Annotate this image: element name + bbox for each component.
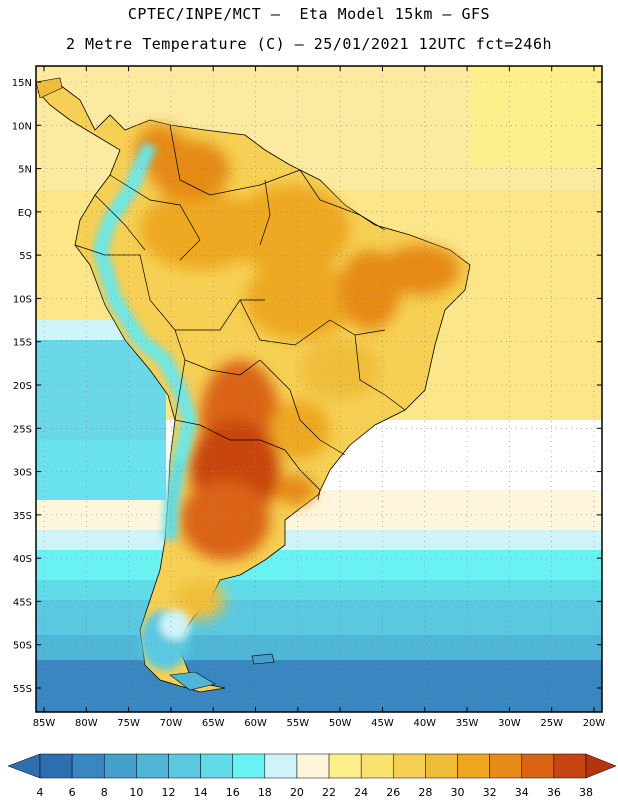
lon-label: 85W: [33, 718, 56, 729]
lat-label: 35S: [13, 511, 32, 522]
lat-label: 50S: [13, 641, 32, 652]
lat-label: 5N: [18, 165, 32, 176]
lat-label: 40S: [13, 554, 32, 565]
axis-ticks: [36, 66, 602, 712]
lat-label: EQ: [18, 208, 32, 219]
colorbar-swatch: [296, 753, 330, 779]
colorbar-tick-label: 36: [547, 786, 561, 799]
map-frame: [35, 65, 603, 713]
colorbar-swatch: [553, 753, 587, 779]
colorbar-swatch: [264, 753, 298, 779]
colorbar-swatch: [232, 753, 266, 779]
longitude-labels: 85W 80W 75W 70W 65W 60W 55W 50W 45W 40W 35W 30W 25W 2…: [33, 718, 606, 729]
colorbar-tick-label: 6: [69, 786, 76, 799]
colorbar-min-arrow: [7, 753, 41, 779]
map-title-line-1: CPTEC/INPE/MCT – Eta Model 15km – GFS: [127, 5, 491, 23]
lat-label: 15N: [12, 78, 32, 89]
latitude-labels: 15N 10N 5N EQ 5S 10S 15S 20S 25S 30S 35S 40S 45S 50S 5…: [12, 78, 32, 695]
colorbar-tick-label: 30: [451, 786, 465, 799]
lon-label: 80W: [75, 718, 98, 729]
lon-label: 60W: [244, 718, 267, 729]
lon-label: 25W: [540, 718, 563, 729]
colorbar-tick-label: 24: [354, 786, 368, 799]
colorbar-tick-label: 4: [37, 786, 44, 799]
lat-label: 20S: [13, 381, 32, 392]
colorbar-tick-label: 16: [226, 786, 240, 799]
colorbar-swatch: [521, 753, 555, 779]
colorbar-swatch: [71, 753, 105, 779]
colorbar-swatch: [328, 753, 362, 779]
lat-label: 10S: [13, 294, 32, 305]
lat-label: 5S: [19, 251, 32, 262]
lon-label: 70W: [160, 718, 183, 729]
colorbar-tick-label: 28: [418, 786, 432, 799]
colorbar-tick-label: 32: [483, 786, 497, 799]
colorbar-swatch: [360, 753, 394, 779]
map-field: [36, 66, 602, 712]
map-title-line-2: 2 Metre Temperature (C) – 25/01/2021 12U…: [65, 35, 553, 53]
colorbar-tick-label: 8: [101, 786, 108, 799]
colorbar-swatch: [39, 753, 73, 779]
colorbar-swatch: [136, 753, 169, 779]
colorbar-tick-label: 12: [161, 786, 175, 799]
lat-label: 30S: [13, 468, 32, 479]
colorbar-tick-label: 38: [579, 786, 593, 799]
colorbar-swatch: [489, 753, 523, 779]
colorbar-tick-label: 22: [322, 786, 336, 799]
colorbar-swatch: [393, 753, 426, 779]
colorbar-tick-label: 18: [258, 786, 272, 799]
country-borders: [74, 124, 406, 501]
lon-label: 65W: [202, 718, 225, 729]
colorbar-swatch: [200, 753, 233, 779]
lat-label: 10N: [12, 121, 32, 132]
colorbar-tick-label: 34: [515, 786, 529, 799]
lon-label: 50W: [329, 718, 352, 729]
temperature-shading: [135, 125, 460, 620]
colorbar-tick-label: 14: [194, 786, 208, 799]
lat-label: 15S: [13, 338, 32, 349]
colorbar-swatch: [457, 753, 490, 779]
lat-label: 25S: [13, 424, 32, 435]
lon-label: 75W: [117, 718, 140, 729]
colorbar-swatch: [168, 753, 201, 779]
lon-label: 35W: [456, 718, 479, 729]
colorbar-tick-label: 26: [386, 786, 400, 799]
colorbar-max-arrow: [585, 753, 617, 779]
lon-label: 30W: [498, 718, 521, 729]
colorbar-swatch: [425, 753, 458, 779]
andes-cold-ridge: [92, 142, 198, 670]
colorbar-tick-label: 20: [290, 786, 304, 799]
colorbar-tick-label: 10: [129, 786, 143, 799]
lat-label: 55S: [13, 684, 32, 695]
colorbar-swatch: [103, 753, 137, 779]
lon-label: 20W: [583, 718, 606, 729]
lon-label: 55W: [287, 718, 310, 729]
lon-label: 40W: [413, 718, 436, 729]
lat-label: 45S: [13, 597, 32, 608]
lon-label: 45W: [371, 718, 394, 729]
